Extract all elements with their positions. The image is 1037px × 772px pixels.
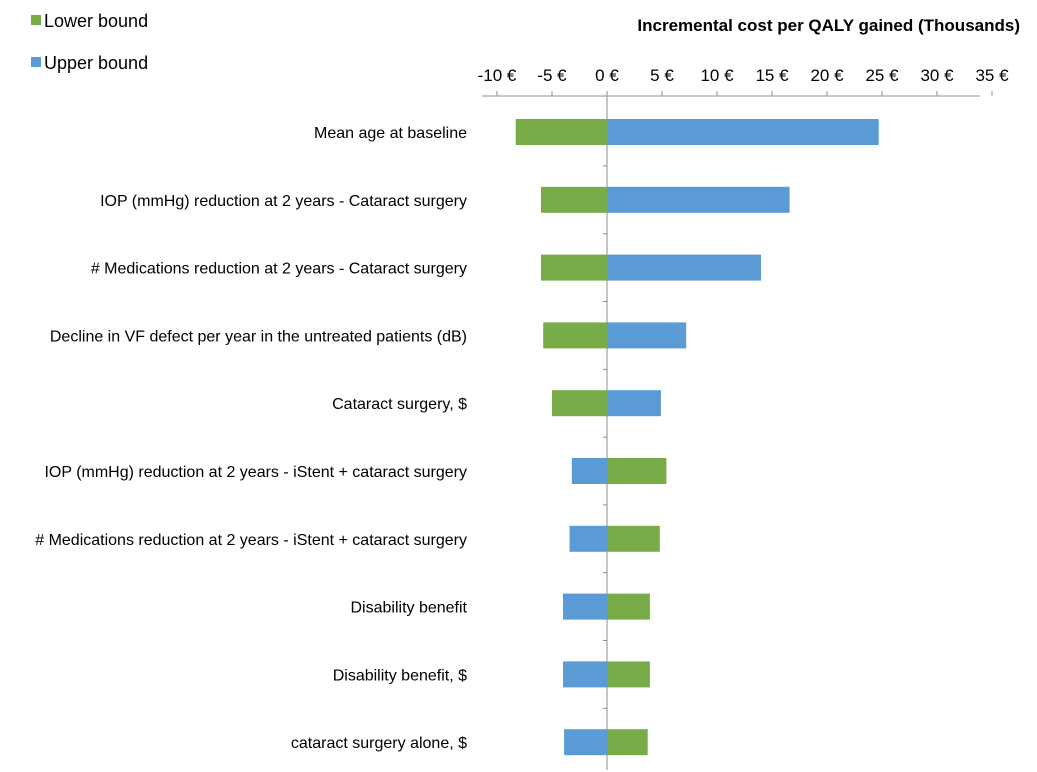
- x-tick-label: 15 €: [755, 66, 789, 85]
- x-tick-label: -5 €: [537, 66, 567, 85]
- legend: Lower bound Upper bound: [31, 11, 148, 73]
- legend-swatch-lower-bound: [31, 15, 41, 25]
- bar-lower-bound: [515, 119, 607, 145]
- legend-swatch-upper-bound: [31, 57, 41, 67]
- bar-lower-bound: [607, 661, 650, 688]
- legend-label-upper-bound: Upper bound: [44, 53, 148, 73]
- category-label: # Medications reduction at 2 years - iSt…: [35, 532, 467, 549]
- category-label: Decline in VF defect per year in the unt…: [50, 328, 467, 345]
- bars: [515, 119, 879, 756]
- category-label: IOP (mmHg) reduction at 2 years - Catara…: [100, 193, 467, 210]
- bar-upper-bound: [564, 729, 607, 756]
- category-labels: Mean age at baseline IOP (mmHg) reduction…: [35, 125, 467, 752]
- bar-upper-bound: [607, 119, 879, 145]
- bar-lower-bound: [607, 593, 650, 620]
- bar-upper-bound: [607, 390, 661, 417]
- bar-lower-bound: [607, 458, 667, 484]
- bar-upper-bound: [569, 525, 607, 552]
- bar-lower-bound: [552, 390, 607, 417]
- bar-lower-bound: [543, 322, 607, 349]
- category-label: Cataract surgery, $: [332, 396, 467, 413]
- x-tick-label: 25 €: [865, 66, 899, 85]
- bar-lower-bound: [541, 254, 607, 281]
- bar-lower-bound: [607, 525, 660, 552]
- bar-upper-bound: [607, 254, 761, 281]
- x-tick-label: 5 €: [650, 66, 674, 85]
- x-tick-label: -10 €: [478, 66, 517, 85]
- category-label: Disability benefit: [351, 600, 468, 617]
- category-label: cataract surgery alone, $: [291, 735, 467, 752]
- x-tick-label: 35 €: [975, 66, 1009, 85]
- bar-upper-bound: [563, 593, 607, 620]
- category-label: Mean age at baseline: [314, 125, 467, 142]
- x-tick-label: 20 €: [810, 66, 844, 85]
- category-label: Disability benefit, $: [333, 667, 467, 684]
- bar-upper-bound: [563, 661, 607, 688]
- x-axis: -10 € -5 € 0 € 5 € 10 € 15 € 20 € 25 € 30 € 35 €: [478, 66, 1009, 770]
- bar-upper-bound: [607, 186, 790, 213]
- bar-lower-bound: [541, 186, 607, 213]
- x-tick-label: 30 €: [920, 66, 954, 85]
- bar-upper-bound: [607, 322, 687, 349]
- x-tick-label: 0 €: [595, 66, 619, 85]
- x-tick-label: 10 €: [700, 66, 734, 85]
- legend-label-lower-bound: Lower bound: [44, 11, 148, 31]
- bar-upper-bound: [571, 458, 607, 484]
- bar-lower-bound: [607, 729, 648, 756]
- category-label: IOP (mmHg) reduction at 2 years - iStent…: [44, 464, 467, 481]
- chart-title: Incremental cost per QALY gained (Thousa…: [637, 16, 1020, 35]
- category-label: # Medications reduction at 2 years - Cat…: [91, 261, 467, 278]
